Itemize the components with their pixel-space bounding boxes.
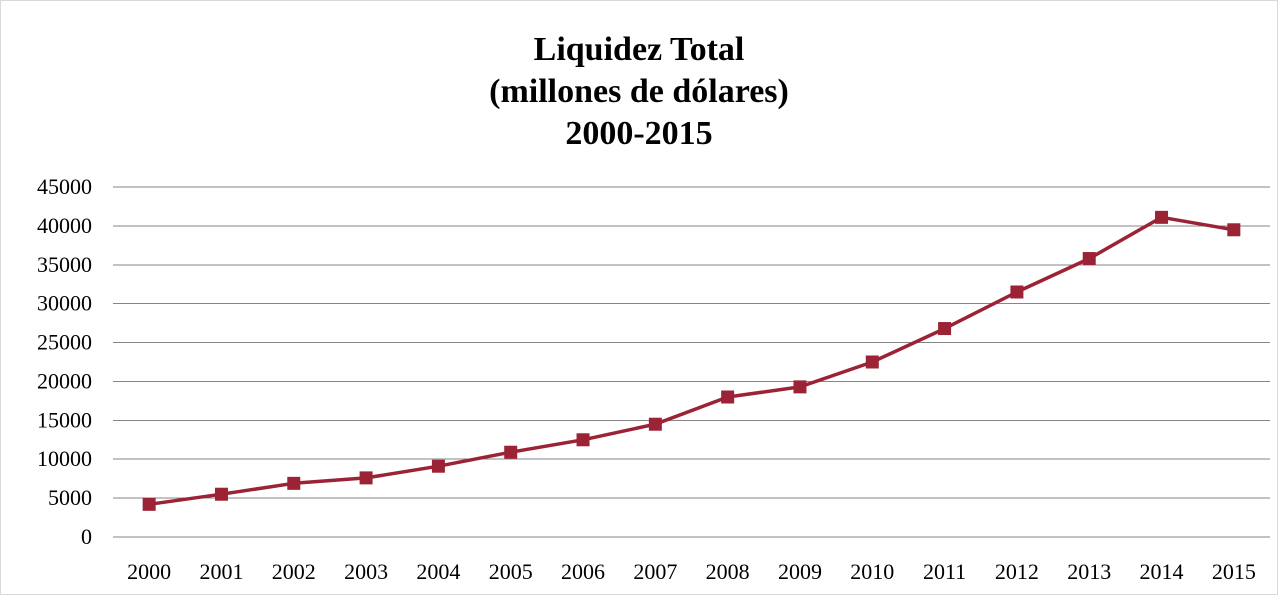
data-point-2010 (865, 355, 879, 369)
chart-title-line-2: (millones de dólares) (489, 73, 789, 110)
data-point-2001 (214, 487, 228, 501)
x-tick-label: 2012 (995, 559, 1039, 584)
y-tick-label: 25000 (37, 330, 92, 355)
y-tick-label: 10000 (37, 446, 92, 471)
y-tick-label: 20000 (37, 368, 92, 393)
x-tick-label: 2000 (127, 559, 171, 584)
x-tick-label: 2009 (778, 559, 822, 584)
x-tick-label: 2011 (923, 559, 966, 584)
x-tick-label: 2007 (633, 559, 677, 584)
data-point-2013 (1082, 252, 1096, 266)
data-point-2008 (721, 390, 735, 404)
x-tick-label: 2013 (1067, 559, 1111, 584)
data-point-2004 (431, 459, 445, 473)
chart-title-line-3: 2000-2015 (565, 115, 713, 152)
data-point-2003 (359, 471, 373, 485)
data-point-2011 (938, 322, 952, 336)
y-tick-label: 45000 (37, 174, 92, 199)
x-tick-label: 2010 (850, 559, 894, 584)
chart-title: Liquidez Total (millones de dólares) 200… (1, 29, 1277, 155)
data-point-2012 (1010, 285, 1024, 299)
x-tick-label: 2006 (561, 559, 605, 584)
data-point-2000 (142, 497, 156, 511)
x-tick-label: 2008 (706, 559, 750, 584)
data-point-2014 (1155, 210, 1169, 224)
y-tick-label: 30000 (37, 291, 92, 316)
y-tick-label: 35000 (37, 252, 92, 277)
chart-title-line-1: Liquidez Total (533, 31, 745, 68)
data-point-2009 (793, 380, 807, 394)
data-point-2007 (648, 417, 662, 431)
x-tick-label: 2014 (1140, 559, 1184, 584)
y-tick-label: 15000 (37, 407, 92, 432)
y-tick-label: 0 (81, 524, 92, 549)
data-point-2005 (504, 445, 518, 459)
data-point-2006 (576, 433, 590, 447)
data-point-2015 (1227, 223, 1241, 237)
x-tick-label: 2004 (416, 559, 460, 584)
x-tick-label: 2001 (199, 559, 243, 584)
x-tick-label: 2003 (344, 559, 388, 584)
x-tick-label: 2005 (489, 559, 533, 584)
x-tick-label: 2002 (272, 559, 316, 584)
data-point-2002 (287, 476, 301, 490)
series-line (147, 215, 1236, 507)
x-tick-label: 2015 (1212, 559, 1256, 584)
y-tick-label: 40000 (37, 213, 92, 238)
y-tick-label: 5000 (48, 485, 92, 510)
